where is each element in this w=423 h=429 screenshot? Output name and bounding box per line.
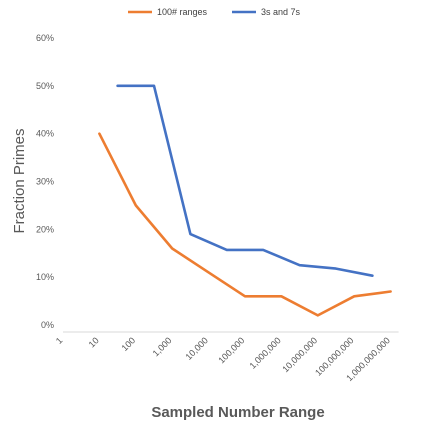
y-tick-label: 30%: [36, 177, 54, 187]
legend-label: 3s and 7s: [261, 7, 301, 17]
chart-series: [98, 84, 392, 317]
x-tick-label: 100: [120, 335, 138, 353]
series-line-1: [98, 132, 392, 317]
legend-label: 100# ranges: [157, 7, 208, 17]
x-tick-label: 10,000: [183, 335, 210, 362]
series-line-2: [116, 84, 374, 278]
x-axis-ticks: 1 10 100 1,000 10,000 100,000 1,000,00010,000,…: [54, 335, 392, 383]
x-tick-label: 10: [87, 335, 101, 349]
x-tick-label: 10,000,000: [280, 335, 319, 374]
y-tick-label: 10%: [36, 272, 54, 282]
chart-legend: 100# ranges 3s and 7s: [128, 7, 301, 17]
y-tick-label: 40%: [36, 129, 54, 139]
y-tick-label: 60%: [36, 33, 54, 43]
y-tick-label: 20%: [36, 224, 54, 234]
x-axis-title: Sampled Number Range: [151, 404, 324, 421]
y-axis-title: Fraction Primes: [11, 128, 28, 233]
x-tick-label: 1,000: [151, 335, 174, 358]
x-tick-label: 1,000,000: [247, 335, 282, 370]
y-tick-label: 50%: [36, 81, 54, 91]
x-tick-label: 100,000: [216, 335, 246, 365]
y-axis-ticks: 0% 10% 20% 30% 40% 50% 60%: [36, 33, 54, 330]
x-tick-label: 1: [54, 335, 65, 346]
y-tick-label: 0%: [41, 320, 54, 330]
